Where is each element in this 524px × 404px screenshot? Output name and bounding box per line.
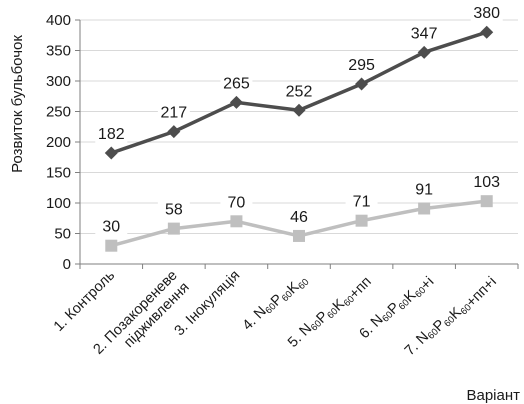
- y-axis-title: Розвиток бульбочок: [9, 35, 26, 173]
- y-tick-label: 400: [46, 12, 71, 29]
- series-2-data-label: 30: [102, 219, 120, 236]
- y-tick-label: 300: [46, 73, 71, 90]
- y-axis: 0 50 100 150 200 250 300 350 400: [46, 12, 81, 273]
- y-tick-label: 100: [46, 195, 71, 212]
- data-label-background: [95, 124, 128, 143]
- gridlines: [80, 19, 518, 234]
- series-2-point: [355, 214, 368, 227]
- data-label-background: [283, 207, 315, 226]
- data-label-background: [220, 193, 253, 212]
- data-label-background: [157, 103, 190, 122]
- y-tick-label: 150: [46, 165, 71, 182]
- y-tick-label: 250: [46, 104, 71, 121]
- series-layer: 182 217 265 252 295 347 380 30 58 70 46 71 91 103: [95, 4, 503, 252]
- series-1-point: [417, 45, 431, 59]
- series-1-data-label: 380: [473, 5, 500, 22]
- data-label-background: [345, 192, 378, 211]
- series-1-data-label: 265: [223, 75, 250, 92]
- series-1-point: [480, 25, 494, 39]
- series-2-data-label: 58: [165, 202, 183, 219]
- series-1-data-label: 295: [348, 57, 375, 74]
- series-2-point: [167, 222, 180, 235]
- data-label-background: [157, 200, 190, 219]
- data-label-background: [283, 82, 315, 101]
- series-1-point: [167, 125, 181, 139]
- series-2-point: [480, 195, 493, 208]
- series-1-data-label: 252: [286, 83, 313, 100]
- series-1-point: [292, 103, 306, 117]
- series-2-data-label: 46: [290, 209, 308, 226]
- series-1-data-label: 347: [411, 25, 438, 42]
- series-2-point: [105, 239, 118, 252]
- series-2-point: [418, 202, 431, 215]
- data-label-background: [470, 173, 503, 192]
- series-2-data-label: 71: [353, 194, 371, 211]
- series-2-data-label: 103: [473, 174, 500, 191]
- x-tick-label: 3. Інокуляція: [172, 268, 244, 340]
- x-tick-label: 6. N60P60K60+і: [356, 268, 437, 349]
- data-label-background: [470, 4, 503, 23]
- y-tick-label: 350: [46, 43, 71, 60]
- series-2-point: [293, 229, 305, 242]
- series-2-data-label: 91: [415, 181, 433, 198]
- series-1-point: [104, 146, 118, 160]
- series-1-data-label: 217: [161, 105, 188, 122]
- y-tick-label: 50: [54, 226, 71, 243]
- x-tick-label: 1. Контроль: [51, 268, 118, 335]
- data-label-background: [408, 180, 441, 199]
- x-axis-title: Варіант: [466, 387, 520, 404]
- y-tick-label: 0: [63, 256, 71, 273]
- y-tick-label: 200: [46, 134, 71, 151]
- series-1-point: [229, 95, 243, 109]
- data-label-background: [408, 24, 441, 43]
- series-1-data-label: 182: [98, 126, 125, 143]
- data-label-background: [220, 74, 253, 93]
- data-label-background: [345, 56, 378, 75]
- series-2-point: [230, 215, 243, 228]
- series-2-data-label: 70: [228, 194, 246, 211]
- series-1-point: [355, 77, 369, 91]
- data-label-background: [95, 217, 128, 236]
